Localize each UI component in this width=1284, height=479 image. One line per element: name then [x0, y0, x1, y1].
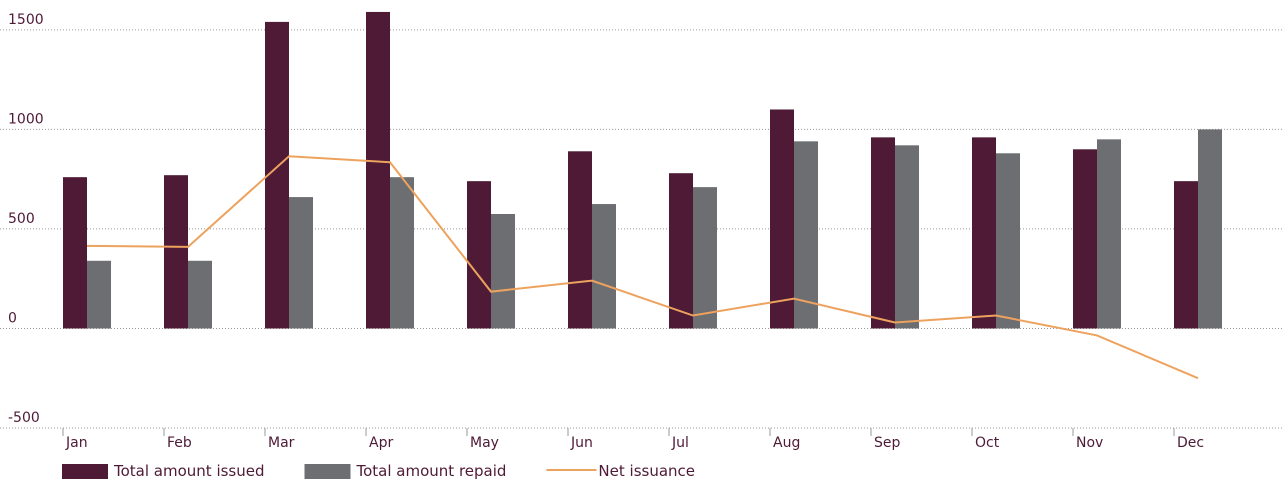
y-tick-label: 1000	[8, 111, 44, 127]
bar	[1174, 181, 1198, 329]
bar	[63, 177, 87, 329]
bar	[871, 137, 895, 329]
bar	[895, 145, 919, 329]
bar	[996, 153, 1020, 329]
bar	[1198, 129, 1222, 329]
x-tick-label: Aug	[773, 435, 800, 451]
bar	[669, 173, 693, 329]
x-tick-label: Jun	[570, 435, 593, 451]
bar	[366, 11, 390, 329]
bar	[770, 109, 794, 329]
bar	[693, 187, 717, 329]
bar	[592, 204, 616, 329]
x-tick-label: May	[470, 435, 499, 451]
legend-label: Total amount repaid	[356, 462, 507, 479]
legend-swatch	[62, 464, 108, 479]
x-tick-label: Mar	[268, 435, 295, 451]
bar	[87, 260, 111, 329]
x-tick-label: Apr	[369, 435, 393, 451]
y-tick-label: 500	[8, 211, 35, 227]
x-tick-label: Sep	[874, 435, 901, 451]
x-tick-label: Jul	[671, 435, 689, 451]
bar	[1097, 139, 1121, 329]
x-tick-label: Nov	[1076, 435, 1103, 451]
bar	[390, 177, 414, 329]
x-tick-label: Feb	[167, 435, 192, 451]
x-tick-label: Dec	[1177, 435, 1204, 451]
bar	[164, 175, 188, 329]
bar	[568, 151, 592, 329]
bar	[1073, 149, 1097, 329]
y-tick-label: 0	[8, 310, 17, 326]
y-tick-label: -500	[8, 410, 40, 426]
bar	[794, 141, 818, 329]
bar	[972, 137, 996, 329]
bar	[188, 260, 212, 329]
bar	[289, 197, 313, 329]
legend-swatch	[304, 464, 351, 479]
x-tick-label: Jan	[65, 435, 88, 451]
legend-label: Net issuance	[598, 462, 695, 479]
bar	[491, 214, 515, 329]
y-tick-label: 1500	[8, 12, 44, 28]
legend-label: Total amount issued	[113, 462, 265, 479]
x-tick-label: Oct	[975, 435, 1000, 451]
bar	[467, 181, 491, 329]
line	[86, 155, 1199, 380]
